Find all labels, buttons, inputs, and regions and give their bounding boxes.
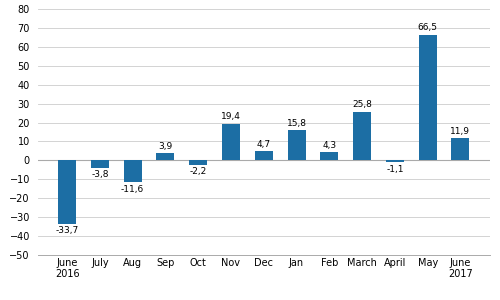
Text: 66,5: 66,5 [418,23,438,32]
Text: 25,8: 25,8 [352,100,372,109]
Bar [386,160,404,163]
Bar [91,160,109,168]
Text: -2,2: -2,2 [190,167,207,176]
Bar [124,160,142,182]
Text: 4,7: 4,7 [256,140,271,149]
Text: 3,9: 3,9 [158,142,172,151]
Bar [452,138,469,160]
Text: 11,9: 11,9 [450,127,470,136]
Bar [58,160,76,224]
Text: -1,1: -1,1 [386,165,404,174]
Text: -3,8: -3,8 [91,170,108,179]
Bar [288,130,306,160]
Text: -33,7: -33,7 [56,226,78,236]
Text: 15,8: 15,8 [286,119,306,128]
Bar [222,124,240,160]
Text: 19,4: 19,4 [221,112,241,122]
Bar [353,112,371,160]
Text: -11,6: -11,6 [121,184,144,194]
Bar [254,152,273,160]
Bar [320,152,338,160]
Bar [418,34,436,160]
Bar [189,160,207,164]
Bar [156,153,174,160]
Text: 4,3: 4,3 [322,141,336,150]
